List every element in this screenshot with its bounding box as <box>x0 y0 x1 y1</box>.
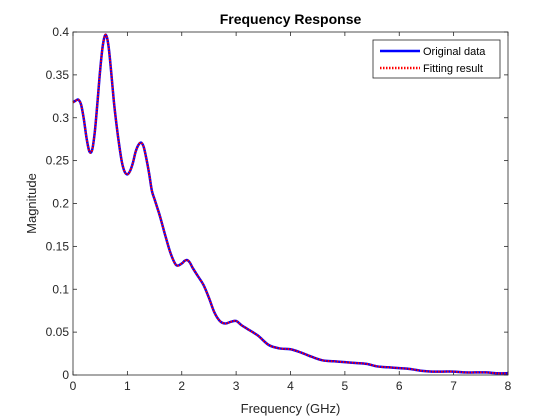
x-tick-label: 0 <box>70 379 77 393</box>
y-tick-label: 0.05 <box>46 325 70 339</box>
y-tick-label: 0.35 <box>46 68 70 82</box>
legend: Original data Fitting result <box>372 39 501 79</box>
y-tick-label: 0.2 <box>52 197 69 211</box>
legend-label-fitting-result: Fitting result <box>423 63 483 75</box>
x-tick-label: 4 <box>287 379 294 393</box>
x-tick-label: 7 <box>450 379 457 393</box>
y-tick-label: 0 <box>62 368 69 382</box>
series-line-fitting-result <box>72 33 509 375</box>
data-series <box>72 33 509 375</box>
plot-area <box>73 32 508 375</box>
chart-title: Frequency Response <box>220 11 362 27</box>
x-tick-label: 8 <box>505 379 512 393</box>
x-tick-label: 2 <box>178 379 185 393</box>
x-tick-label: 1 <box>124 379 131 393</box>
y-tick-label: 0.15 <box>46 239 70 253</box>
x-tick-label: 6 <box>396 379 403 393</box>
plot-frame <box>72 31 509 376</box>
x-tick-label: 3 <box>233 379 240 393</box>
y-tick-label: 0.1 <box>52 282 69 296</box>
legend-box <box>372 39 501 79</box>
y-tick-label: 0.4 <box>52 25 69 39</box>
y-tick-label: 0.3 <box>52 111 69 125</box>
legend-label-original-data: Original data <box>423 46 486 58</box>
x-tick-label: 5 <box>342 379 349 393</box>
y-axis-label: Magnitude <box>24 173 39 234</box>
y-tick-label: 0.25 <box>46 154 70 168</box>
x-axis-label: Frequency (GHz) <box>241 401 341 416</box>
